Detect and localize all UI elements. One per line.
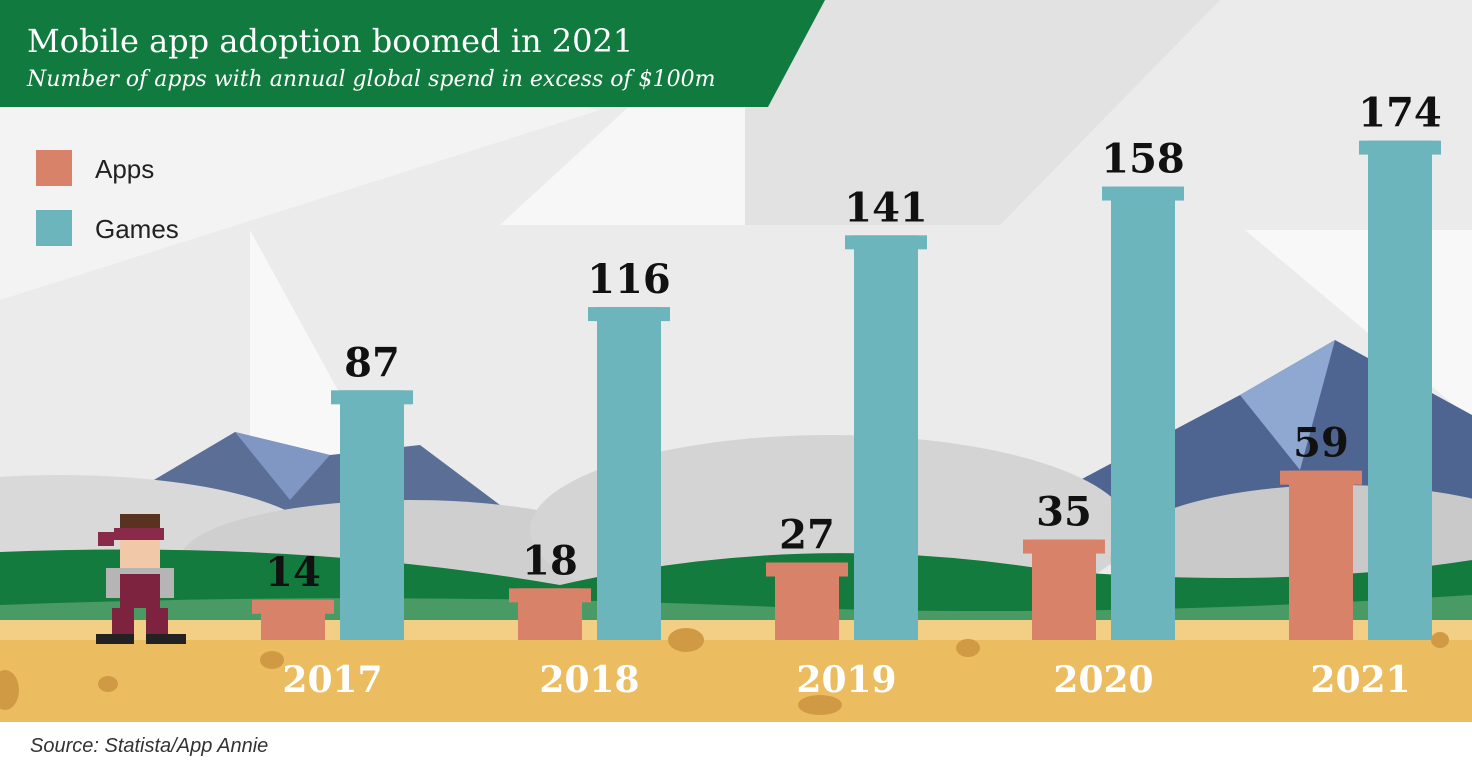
bar-stem [854, 235, 918, 640]
legend-label: Apps [95, 154, 154, 184]
bar [588, 307, 670, 640]
value-label: 18 [522, 537, 578, 584]
bar-stem [1289, 470, 1353, 640]
pixel-character [96, 514, 186, 644]
bar [1102, 186, 1184, 641]
bar-cap [1102, 186, 1184, 201]
bar-cap [766, 562, 848, 577]
value-label: 27 [779, 512, 835, 559]
bar [1023, 539, 1105, 640]
bar-cap [845, 235, 927, 250]
bar-stem [340, 390, 404, 640]
bar-stem [1368, 140, 1432, 640]
chart-title: Mobile app adoption boomed in 2021 [27, 22, 633, 60]
x-tick-label: 2017 [282, 659, 382, 701]
chart-subtitle: Number of apps with annual global spend … [26, 67, 715, 92]
value-label: 158 [1101, 136, 1185, 183]
bar-cap [1023, 539, 1105, 554]
bar-cap [588, 307, 670, 322]
value-label: 174 [1358, 90, 1442, 137]
bar-stem [1111, 186, 1175, 641]
bar-cap [1280, 470, 1362, 485]
bar-cap [1359, 140, 1441, 155]
x-tick-label: 2019 [796, 659, 896, 701]
legend-label: Games [95, 214, 179, 244]
bar-cap [252, 599, 334, 614]
value-label: 14 [265, 549, 321, 596]
bar [509, 588, 591, 640]
bar [845, 235, 927, 640]
x-tick-label: 2020 [1053, 659, 1153, 701]
bar [1359, 140, 1441, 640]
bar-cap [331, 390, 413, 405]
legend-swatch [36, 210, 72, 246]
bar-stem [597, 307, 661, 640]
x-tick-label: 2021 [1310, 659, 1410, 701]
value-label: 87 [344, 339, 400, 386]
bar [1280, 470, 1362, 640]
value-label: 59 [1293, 420, 1349, 467]
bar [766, 562, 848, 640]
bar [331, 390, 413, 640]
value-label: 141 [844, 184, 928, 231]
value-label: 116 [587, 256, 671, 303]
title-banner [0, 0, 825, 107]
bar-stem [1032, 539, 1096, 640]
bar-cap [509, 588, 591, 603]
bar [252, 599, 334, 640]
x-tick-label: 2018 [539, 659, 639, 701]
source: Source: Statista/App Annie [30, 735, 268, 757]
legend-swatch [36, 150, 72, 186]
value-label: 35 [1036, 489, 1092, 536]
